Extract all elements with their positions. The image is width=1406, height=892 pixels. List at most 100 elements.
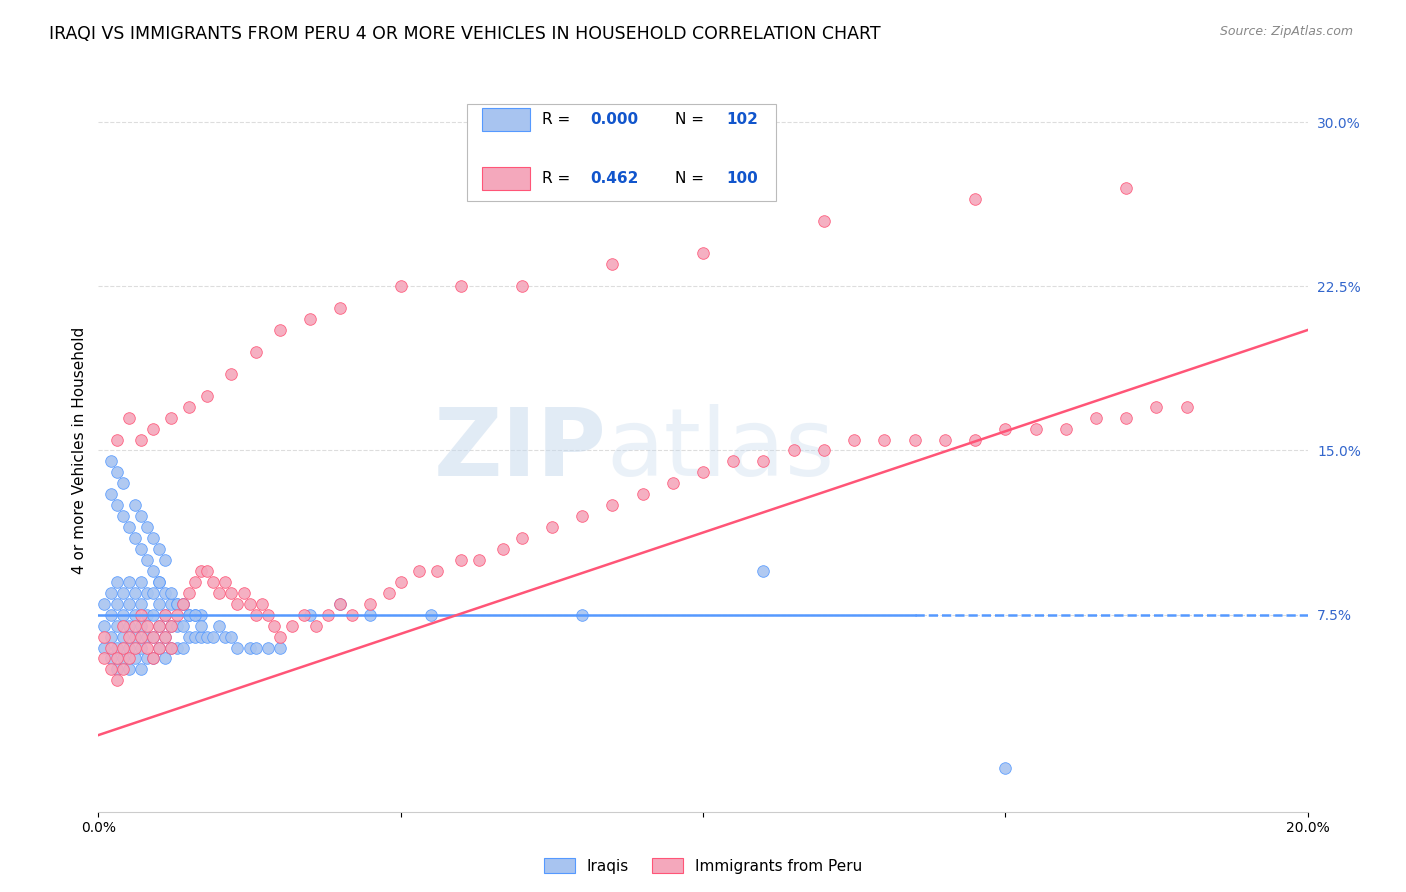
Point: [111, 586, 134, 600]
Point: [1024, 421, 1046, 435]
Text: Source: ZipAtlas.com: Source: ZipAtlas.com: [1219, 25, 1353, 38]
Point: [160, 618, 183, 632]
Point: [492, 541, 515, 556]
Point: [148, 640, 170, 655]
Point: [142, 630, 165, 644]
Point: [142, 586, 165, 600]
Point: [105, 640, 128, 655]
Point: [166, 597, 188, 611]
Point: [221, 367, 243, 381]
Point: [135, 640, 157, 655]
Point: [179, 607, 201, 622]
Point: [142, 531, 165, 545]
Point: [172, 597, 194, 611]
Point: [208, 618, 231, 632]
Point: [135, 618, 157, 632]
Point: [329, 597, 352, 611]
Point: [105, 597, 128, 611]
Point: [239, 640, 262, 655]
Point: [105, 466, 128, 480]
Point: [160, 597, 183, 611]
Bar: [482, 167, 530, 190]
Point: [135, 607, 157, 622]
Point: [1115, 410, 1137, 425]
Point: [100, 454, 122, 468]
Point: [245, 345, 267, 359]
Point: [111, 476, 134, 491]
Point: [105, 673, 128, 688]
Point: [153, 630, 176, 644]
Point: [100, 487, 122, 501]
Point: [269, 323, 291, 337]
Point: [153, 607, 176, 622]
Point: [250, 597, 273, 611]
Point: [148, 618, 170, 632]
Point: [245, 640, 267, 655]
Text: N =: N =: [675, 112, 709, 127]
Point: [450, 553, 472, 567]
Point: [221, 630, 243, 644]
Point: [873, 433, 896, 447]
Point: [172, 597, 194, 611]
Point: [602, 257, 624, 271]
Point: [190, 618, 212, 632]
Text: atlas: atlas: [606, 404, 835, 497]
Point: [1085, 410, 1108, 425]
Point: [208, 586, 231, 600]
Point: [129, 618, 152, 632]
Point: [142, 564, 165, 578]
Text: 0.000: 0.000: [591, 112, 638, 127]
Point: [226, 640, 249, 655]
Point: [135, 651, 157, 665]
Point: [129, 509, 152, 524]
Point: [118, 662, 141, 676]
Point: [118, 597, 141, 611]
Point: [602, 498, 624, 512]
Point: [118, 410, 141, 425]
Text: ZIP: ZIP: [433, 404, 606, 497]
Point: [752, 564, 775, 578]
Point: [100, 651, 122, 665]
Point: [124, 531, 146, 545]
Point: [142, 651, 165, 665]
Point: [214, 574, 236, 589]
Point: [692, 246, 714, 260]
Point: [360, 607, 382, 622]
Text: 102: 102: [725, 112, 758, 127]
Point: [124, 498, 146, 512]
Point: [172, 640, 194, 655]
Point: [299, 312, 322, 326]
Point: [148, 574, 170, 589]
Point: [179, 630, 201, 644]
Point: [142, 421, 165, 435]
Point: [190, 630, 212, 644]
Point: [571, 607, 593, 622]
Point: [510, 531, 533, 545]
Point: [153, 630, 176, 644]
Point: [129, 433, 152, 447]
Point: [184, 630, 207, 644]
Point: [118, 640, 141, 655]
Point: [692, 466, 714, 480]
Point: [100, 640, 122, 655]
Point: [420, 607, 443, 622]
Point: [221, 586, 243, 600]
Y-axis label: 4 or more Vehicles in Household: 4 or more Vehicles in Household: [72, 326, 87, 574]
Point: [965, 433, 987, 447]
Point: [540, 520, 562, 534]
Point: [934, 433, 956, 447]
Point: [153, 553, 176, 567]
Legend: Iraqis, Immigrants from Peru: Iraqis, Immigrants from Peru: [538, 852, 868, 880]
Point: [142, 630, 165, 644]
Point: [105, 574, 128, 589]
Point: [195, 630, 218, 644]
Point: [111, 509, 134, 524]
Point: [129, 541, 152, 556]
Point: [202, 574, 225, 589]
FancyBboxPatch shape: [467, 103, 776, 202]
Point: [292, 607, 315, 622]
Point: [118, 520, 141, 534]
Point: [965, 192, 987, 206]
Point: [135, 630, 157, 644]
Point: [179, 586, 201, 600]
